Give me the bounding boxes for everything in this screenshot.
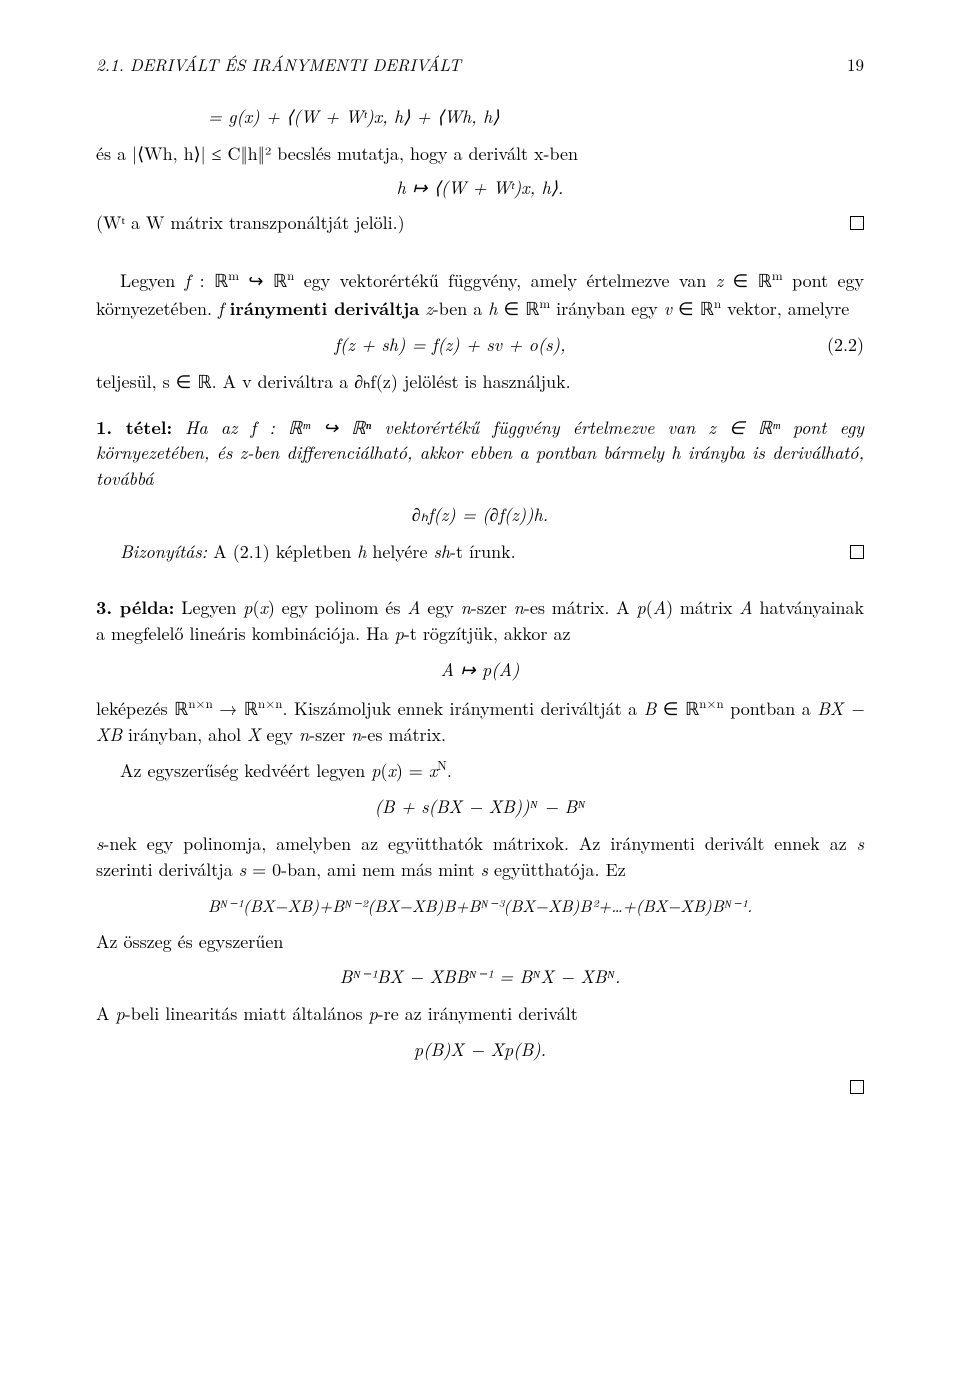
equation-block-6: (B + s(BX − XB))ᴺ − Bᴺ — [96, 794, 864, 819]
paragraph: és a |⟨Wh, h⟩| ≤ C‖h‖² becslés mutatja, … — [96, 141, 864, 167]
paragraph: A p-beli linearitás miatt általános p-re… — [96, 1001, 864, 1027]
text: leképezés ℝn×n → ℝn×n. Kiszámoljuk ennek… — [96, 696, 864, 747]
equation-block-7: Bᴺ⁻¹(BX−XB)+Bᴺ⁻²(BX−XB)B+Bᴺ⁻³(BX−XB)B²+…… — [96, 893, 864, 917]
equation-text: A ↦ p(A) — [441, 657, 520, 682]
paragraph — [96, 1074, 864, 1092]
paragraph: s-nek egy polinomja, amelyben az együtth… — [96, 831, 864, 883]
equation-block-2: h ↦ ⟨(W + Wᵗ)x, h⟩. — [96, 175, 864, 200]
paragraph: Az egyszerűség kedvéért legyen p(x) = xN… — [96, 756, 864, 784]
theorem-label: 1. tétel: — [96, 415, 172, 440]
page-number: 19 — [847, 52, 864, 76]
text: A p-beli linearitás miatt általános p-re… — [96, 1001, 578, 1026]
paragraph: Legyen f : ℝm ↪ ℝn egy vektorértékű függ… — [96, 266, 864, 322]
text: teljesül, s ∈ ℝ. A v deriváltra a ∂ₕf(z)… — [96, 369, 571, 394]
equation-text: p(B)X − Xp(B). — [414, 1037, 546, 1062]
equation-block-4: ∂ₕf(z) = (∂f(z))h. — [96, 502, 864, 527]
proof-body: A (2.1) képletben h helyére sh-t írunk. — [213, 539, 515, 564]
equation-text: f(z + sh) = f(z) + sv + o(s), — [334, 332, 565, 357]
paragraph: Az összeg és egyszerűen — [96, 929, 864, 955]
proof-label: Bizonyítás: — [120, 539, 207, 564]
equation-text: = g(x) + ⟨(W + Wᵗ)x, h⟩ + ⟨Wh, h⟩ — [208, 104, 499, 129]
running-header: 2.1. DERIVÁLT ÉS IRÁNYMENTI DERIVÁLT 19 — [96, 52, 864, 76]
equation-block-9: p(B)X − Xp(B). — [96, 1037, 864, 1062]
paragraph: (Wᵗ a W mátrix transzponáltját jelöli.) — [96, 210, 864, 236]
equation-text: Bᴺ⁻¹(BX−XB)+Bᴺ⁻²(BX−XB)B+Bᴺ⁻³(BX−XB)B²+…… — [208, 893, 752, 917]
text: Az egyszerűség kedvéért legyen p(x) = xN… — [120, 758, 452, 783]
paragraph: leképezés ℝn×n → ℝn×n. Kiszámoljuk ennek… — [96, 694, 864, 748]
text: Az összeg és egyszerűen — [96, 929, 283, 954]
example: 3. példa: Legyen p(x) egy polinom és A e… — [96, 595, 864, 647]
equation-text: (B + s(BX − XB))ᴺ − Bᴺ — [375, 794, 586, 819]
equation-text: Bᴺ⁻¹BX − XBBᴺ⁻¹ = BᴺX − XBᴺ. — [340, 964, 621, 989]
text: Legyen f : ℝm ↪ ℝn egy vektorértékű függ… — [96, 268, 864, 321]
page: 2.1. DERIVÁLT ÉS IRÁNYMENTI DERIVÁLT 19 … — [0, 0, 960, 1395]
equation-block-8: Bᴺ⁻¹BX − XBBᴺ⁻¹ = BᴺX − XBᴺ. — [96, 964, 864, 989]
text: (Wᵗ a W mátrix transzponáltját jelöli.) — [96, 210, 405, 235]
paragraph: teljesül, s ∈ ℝ. A v deriváltra a ∂ₕf(z)… — [96, 369, 864, 395]
qed-icon — [850, 216, 864, 230]
equation-block-1: = g(x) + ⟨(W + Wᵗ)x, h⟩ + ⟨Wh, h⟩ — [96, 104, 864, 129]
equation-number: (2.2) — [804, 332, 864, 357]
qed-icon — [850, 545, 864, 559]
equation-text: ∂ₕf(z) = (∂f(z))h. — [412, 502, 548, 527]
example-text: Legyen p(x) egy polinom és A egy n-szer … — [96, 595, 864, 646]
equation-text: h ↦ ⟨(W + Wᵗ)x, h⟩. — [397, 175, 564, 200]
text: és a |⟨Wh, h⟩| ≤ C‖h‖² becslés mutatja, … — [96, 141, 578, 166]
equation-block-5: A ↦ p(A) — [96, 657, 864, 682]
section-title: 2.1. DERIVÁLT ÉS IRÁNYMENTI DERIVÁLT — [96, 52, 461, 76]
example-label: 3. példa: — [96, 595, 174, 620]
theorem-body: Ha az f : ℝᵐ ↪ ℝⁿ vektorértékű függvény … — [96, 415, 864, 492]
proof: Bizonyítás: A (2.1) képletben h helyére … — [96, 539, 864, 565]
equation-block-3: f(z + sh) = f(z) + sv + o(s), (2.2) — [96, 332, 864, 357]
qed-icon — [850, 1080, 864, 1094]
theorem: 1. tétel: Ha az f : ℝᵐ ↪ ℝⁿ vektorértékű… — [96, 415, 864, 493]
text: s-nek egy polinomja, amelyben az együtth… — [96, 831, 864, 882]
